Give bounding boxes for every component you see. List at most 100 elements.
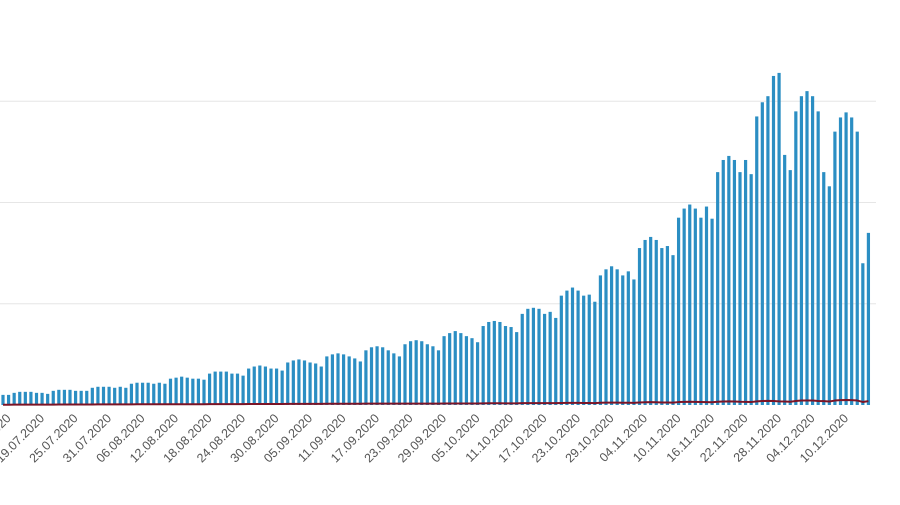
bar [855,131,859,405]
bar [716,172,720,405]
bar [850,117,854,405]
bar [392,353,396,405]
bar [57,389,61,405]
bar [475,342,480,405]
bar [738,172,742,405]
bar [654,239,658,405]
bar [341,354,346,405]
bar [241,375,245,405]
bar [247,368,251,405]
bar [743,159,748,405]
bar [23,391,27,405]
bar [213,371,217,405]
bar [297,359,301,405]
bar [152,383,156,405]
bar [771,75,776,405]
bar [570,287,575,405]
bar [838,117,843,405]
bar [559,295,563,405]
bar [436,350,441,405]
bar [760,102,764,405]
bar [129,383,134,405]
bar [308,362,312,405]
bar [520,313,524,405]
bar [827,186,831,405]
bar [448,333,452,405]
bar [314,363,318,405]
bar [369,347,374,405]
bar [51,390,55,405]
bar [336,353,340,405]
bar [146,382,150,405]
bar [866,232,871,405]
bar [598,275,603,405]
bar [542,313,547,405]
bar [196,378,201,405]
bar [721,159,725,405]
bar [230,373,234,405]
bar [632,279,636,405]
bar [263,366,268,405]
bar [347,356,351,405]
bar [280,370,284,405]
bar [163,383,167,405]
bar [582,295,586,405]
bar [358,361,362,405]
bar [397,356,402,405]
bar [554,317,558,405]
bar [810,96,815,405]
bar [135,382,139,405]
bar [693,208,697,405]
bar [291,360,295,405]
bar [498,321,502,405]
bar [727,155,731,405]
bar [269,368,273,405]
bar [386,350,390,405]
bar [699,217,703,405]
bar [822,172,826,405]
bar [671,255,675,405]
bar [481,326,485,405]
bar [12,392,16,405]
bar [101,386,106,405]
bar [788,170,792,405]
bar [587,294,591,405]
bar [515,332,519,405]
bar [96,386,100,405]
bar [258,365,262,405]
bar [704,206,709,405]
bar [40,392,44,405]
bar [615,269,619,405]
bar [799,96,804,405]
bar [325,356,329,405]
bar [621,275,625,405]
bar [565,290,569,405]
bar [576,290,580,405]
bar [118,386,122,405]
bar [207,373,212,405]
bar [453,331,457,405]
bar [1,394,5,405]
bar [353,358,357,405]
bar [113,387,117,405]
bar [710,218,714,405]
bar [46,393,50,405]
bar [408,341,413,405]
bar [157,382,161,405]
bar [526,308,530,405]
bar [609,266,614,405]
bar [140,382,145,405]
bar [381,347,385,405]
bar [470,338,474,405]
bar [459,333,463,405]
bar [6,394,11,405]
bar [593,301,597,405]
bar [364,350,368,405]
bar [531,307,536,405]
bar [660,248,664,405]
bar [202,379,206,405]
bar [174,377,178,405]
bar [180,376,184,405]
bar [375,346,379,405]
